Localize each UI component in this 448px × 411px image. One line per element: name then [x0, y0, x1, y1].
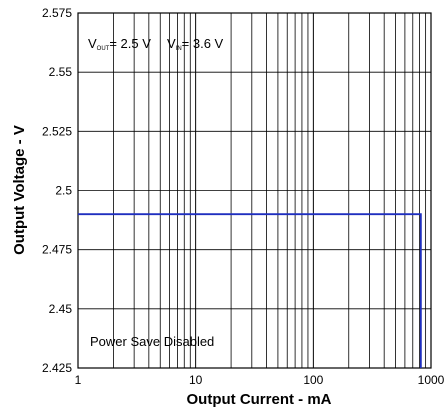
x-axis-title: Output Current - mA	[187, 391, 332, 408]
y-tick-label: 2.575	[42, 6, 72, 20]
y-tick-label: 2.525	[42, 124, 72, 138]
output-voltage-series-line	[78, 213, 422, 368]
x-tick-labels: 1 10 100 1000	[75, 373, 445, 387]
y-tick-label: 2.5	[55, 184, 72, 198]
power-save-annotation: Power Save Disabled	[90, 334, 214, 349]
x-tick-label: 100	[303, 373, 323, 387]
series-layer	[78, 213, 422, 368]
plot-frame	[77, 12, 432, 369]
y-axis-title: Output Voltage - V	[11, 125, 28, 255]
vout-annotation: VOUT= 2.5 V	[88, 36, 151, 52]
y-tick-labels: 2.425 2.45 2.475 2.5 2.525 2.55 2.575	[42, 6, 72, 375]
x-tick-label: 1	[75, 373, 82, 387]
y-tick-label: 2.425	[42, 361, 72, 375]
y-tick-label: 2.55	[49, 65, 73, 79]
y-tick-label: 2.475	[42, 243, 72, 257]
x-tick-label: 10	[189, 373, 203, 387]
grid-lines	[78, 13, 431, 368]
x-tick-label: 1000	[418, 373, 445, 387]
y-tick-label: 2.45	[49, 302, 73, 316]
vin-annotation: VIN= 3.6 V	[167, 36, 224, 52]
